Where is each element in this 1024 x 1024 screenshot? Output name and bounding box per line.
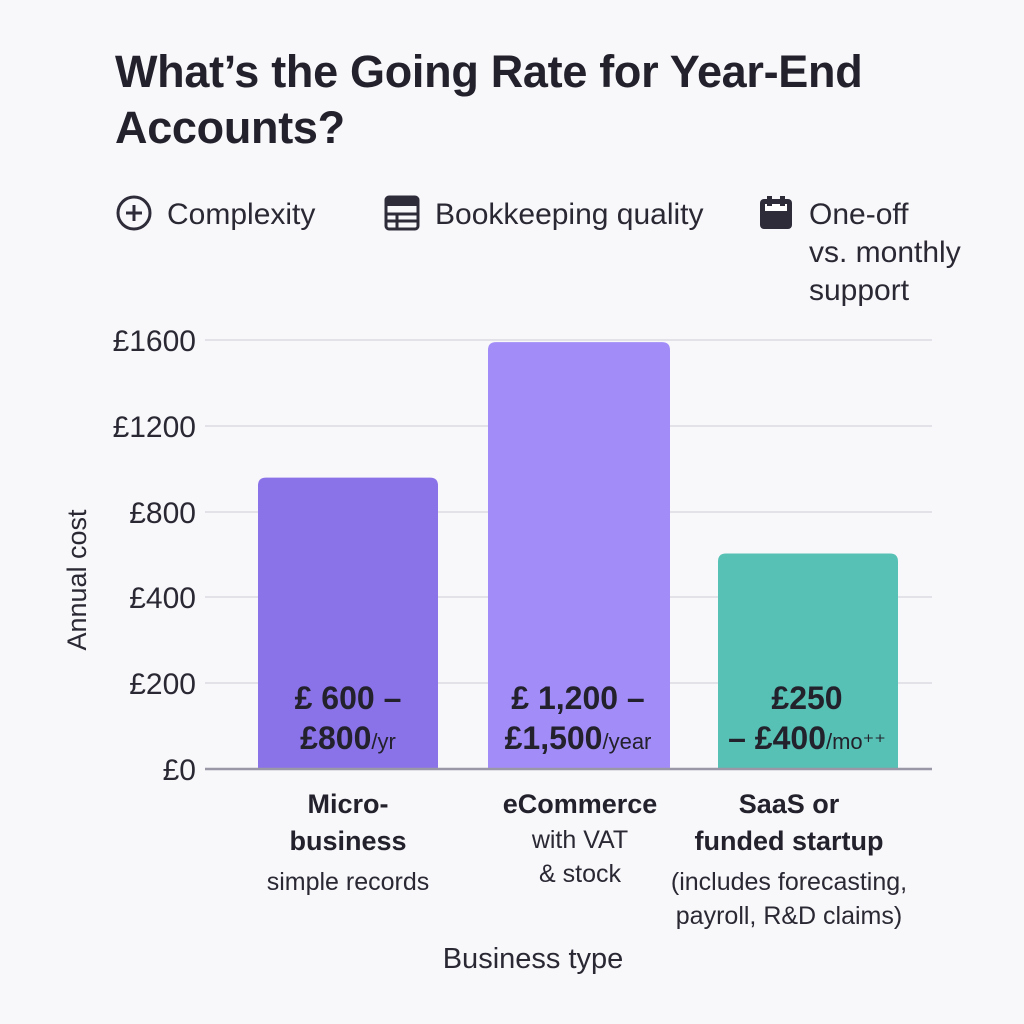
y-tick-label: £1200 [113,411,196,444]
plus-circle-icon [116,195,152,231]
legend-item-complexity: Complexity [115,195,316,234]
bar [718,553,898,769]
legend-item-support: One-off vs. monthly support [757,196,979,310]
bar [258,477,438,769]
y-tick-label: £200 [129,668,196,701]
legend-label: Bookkeeping quality [435,198,704,231]
calendar-icon [760,196,792,229]
category-saas: SaaS or funded startup (includes forecas… [664,786,914,933]
value-label-micro: £ 600 – £800/yr [294,680,402,756]
chart-title: What’s the Going Rate for Year-End Accou… [115,46,863,153]
category-ecommerce: eCommerce with VAT & stock [460,786,700,891]
legend-label: One-off vs. monthly support [809,198,961,307]
category-description: with VAT & stock [531,826,629,888]
y-tick-label: £800 [129,497,196,530]
category-name: Micro- business [289,789,407,856]
value-label-ecommerce: £ 1,200 – £1,500/year [504,680,652,756]
y-tick-label: £0 [163,754,196,787]
value-label-saas: £250 – £400/mo⁺⁺ [728,680,886,756]
bar [488,342,670,769]
y-tick-label: £1600 [113,325,196,358]
x-axis-label: Business type [442,943,624,975]
y-axis-ticks: £0 £200 £400 £800 £1200 £1600 [113,325,196,787]
legend-item-bookkeeping: Bookkeeping quality [383,195,704,234]
y-tick-label: £400 [129,582,196,615]
category-description: (includes forecasting, payroll, R&D clai… [670,868,908,930]
category-description: simple records [266,868,430,896]
category-name: SaaS or funded startup [694,789,884,856]
ledger-icon [384,195,420,231]
category-name: eCommerce [502,789,658,819]
category-micro-business: Micro- business simple records [228,786,468,899]
bars [258,342,898,769]
y-axis-label: Annual cost [62,509,92,651]
legend-label: Complexity [167,198,316,231]
